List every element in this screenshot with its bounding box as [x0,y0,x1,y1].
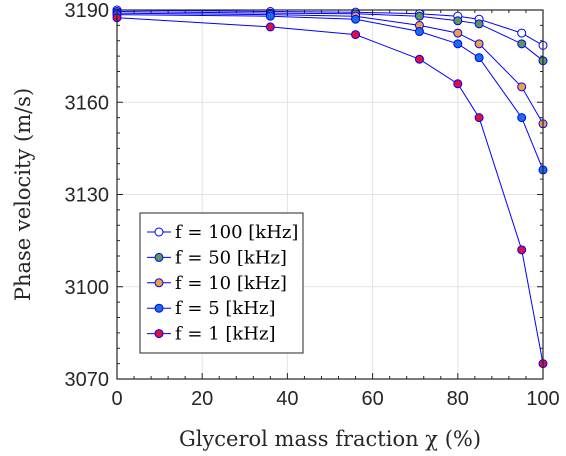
y-tick-label: 3190 [65,0,110,22]
series-line [116,9,544,46]
series-3 [112,10,548,175]
data-point [474,39,484,49]
legend-entry: f = 1 [kHz] [147,324,276,345]
x-tick-label: 80 [447,388,469,410]
data-point [474,19,484,29]
data-point [453,28,463,38]
data-point [474,53,484,63]
data-point [414,27,424,37]
plot-frame [116,9,544,380]
data-point [453,16,463,26]
y-tick-label: 3100 [65,277,110,299]
x-tick-label: 20 [191,388,213,410]
legend-label: f = 5 [kHz] [175,298,276,319]
data-point [414,54,424,64]
data-point [517,113,527,123]
legend-entry: f = 50 [kHz] [147,247,287,268]
legend: f = 100 [kHz] f = 50 [kHz] f = 10 [kHz] f =… [139,212,304,354]
x-tick-label: 60 [361,388,383,410]
x-tick-label: 0 [111,388,122,410]
series-line [116,14,544,171]
data-point [517,245,527,255]
legend-marker [154,329,164,339]
data-point [517,28,527,38]
legend-entry: f = 5 [kHz] [147,298,276,319]
data-point [351,14,361,24]
data-point [517,82,527,92]
y-tick-label: 3070 [65,369,110,391]
legend-entry: f = 10 [kHz] [147,273,287,294]
x-axis-title: Glycerol mass fraction χ (%) [179,427,481,451]
data-point [351,30,361,40]
data-point [453,79,463,89]
legend-marker [154,252,164,262]
series-line [116,17,544,364]
legend-marker [154,278,164,288]
data-point [265,22,275,32]
tick-labels: 0 20 40 60 80 100 3070 3100 3130 3160 3190 [65,0,560,410]
x-tick-label: 100 [526,388,559,410]
legend-label: f = 1 [kHz] [175,324,276,345]
y-tick-label: 3160 [65,92,110,114]
data-point [474,113,484,123]
y-tick-label: 3130 [65,185,110,207]
legend-marker [154,227,164,237]
series-line [116,11,544,62]
x-tick-label: 40 [276,388,298,410]
series-line [116,12,544,125]
data-point [517,39,527,49]
data-point [265,11,275,21]
data-point [414,11,424,21]
legend-entry: f = 100 [kHz] [147,222,298,243]
legend-label: f = 10 [kHz] [175,273,287,294]
legend-label: f = 100 [kHz] [175,222,298,243]
legend-label: f = 50 [kHz] [175,247,287,268]
data-point [453,39,463,49]
legend-marker [154,303,164,313]
y-axis-title: Phase velocity (m/s) [11,88,35,301]
